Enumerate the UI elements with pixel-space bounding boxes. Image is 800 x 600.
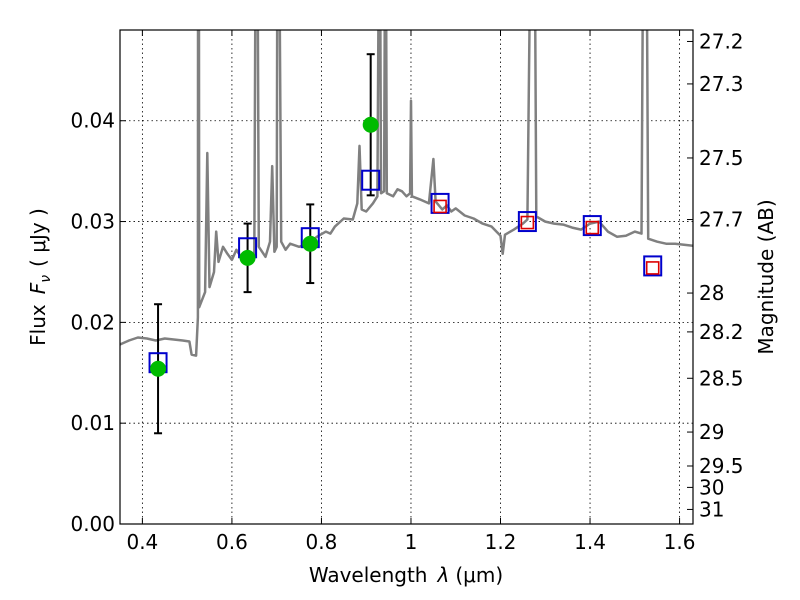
y-axis-label: FluxFν( μJy ) xyxy=(26,208,54,346)
observed-point xyxy=(150,360,167,377)
x-tick-label: 0.4 xyxy=(126,530,158,554)
model-blue-square xyxy=(361,169,381,191)
x-tick-label: 1.4 xyxy=(574,530,606,554)
y-tick-label: 0.00 xyxy=(70,512,115,536)
y-tick-label: 0.02 xyxy=(70,310,115,334)
right-tick-label: 29.5 xyxy=(699,454,744,478)
right-tick-label: 27.3 xyxy=(699,72,744,96)
x-tick-label: 1 xyxy=(405,530,418,554)
right-tick-label: 28.2 xyxy=(699,320,744,344)
y-tick-label: 0.03 xyxy=(70,210,115,234)
x-tick-label: 1.2 xyxy=(485,530,517,554)
observed-point xyxy=(362,116,379,133)
observed-point xyxy=(302,235,319,252)
right-axis-label: Magnitude (AB) xyxy=(754,199,778,354)
y-tick-label: 0.01 xyxy=(70,411,115,435)
x-tick-label: 0.6 xyxy=(216,530,248,554)
axis-ticks: 0.4 0.6 0.8 1 1.2 1.4 1.6 0.00 0.01 0.02 0.03 0.04 2… xyxy=(70,29,743,554)
model-red-square xyxy=(585,220,600,235)
y-tick-label: 0.04 xyxy=(70,109,115,133)
right-tick-label: 30 xyxy=(699,475,724,499)
observed-point xyxy=(239,249,256,266)
right-tick-label: 28.5 xyxy=(699,366,744,390)
model-red-square xyxy=(645,261,660,275)
plot-area xyxy=(120,30,693,435)
model-red-square xyxy=(433,199,447,214)
model-blue-square xyxy=(582,215,602,237)
right-tick-label: 27.7 xyxy=(699,208,744,232)
right-tick-label: 27.2 xyxy=(699,29,744,53)
right-tick-label: 31 xyxy=(699,497,724,521)
spectrum-line xyxy=(120,30,693,357)
model-blue-square xyxy=(517,211,537,233)
x-tick-label: 1.6 xyxy=(664,530,696,554)
right-tick-label: 28 xyxy=(699,281,724,305)
plot-frame xyxy=(119,29,694,525)
right-tick-label: 29 xyxy=(699,420,724,444)
right-tick-label: 27.5 xyxy=(699,146,744,170)
x-tick-label: 0.8 xyxy=(306,530,338,554)
model-red-square xyxy=(520,215,535,230)
x-axis-label: Wavelength λ (μm) xyxy=(309,563,503,587)
model-blue-square xyxy=(643,255,663,277)
